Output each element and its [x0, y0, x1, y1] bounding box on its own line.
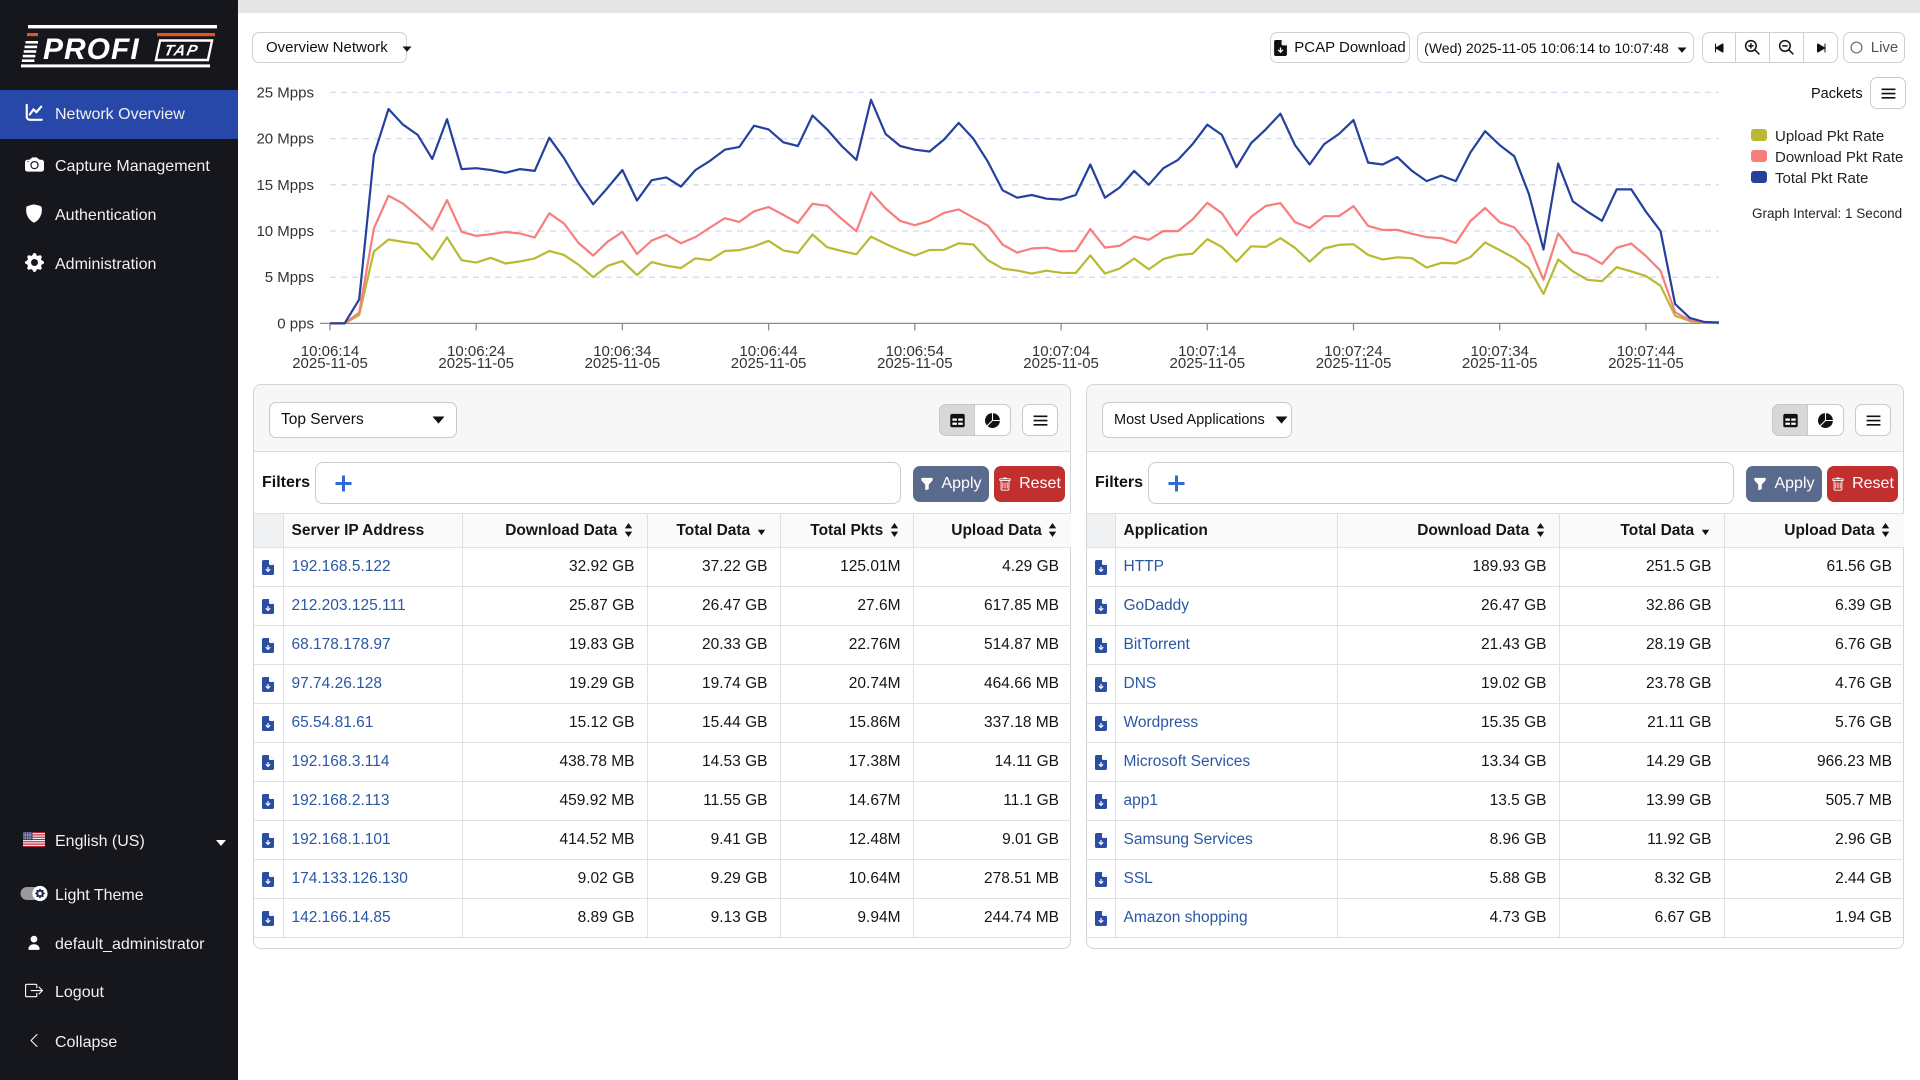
svg-text:10:06:54: 10:06:54	[886, 343, 944, 360]
svg-text:25 Mpps: 25 Mpps	[256, 84, 314, 101]
svg-text:10 Mpps: 10 Mpps	[256, 223, 314, 240]
svg-text:2025-11-05: 2025-11-05	[438, 355, 514, 372]
svg-text:2025-11-05: 2025-11-05	[877, 355, 953, 372]
svg-text:PROFI: PROFI	[43, 33, 140, 66]
svg-text:2025-11-05: 2025-11-05	[585, 355, 661, 372]
svg-text:2025-11-05: 2025-11-05	[1608, 355, 1684, 372]
svg-text:2025-11-05: 2025-11-05	[1462, 355, 1538, 372]
svg-text:10:06:34: 10:06:34	[593, 343, 651, 360]
svg-text:10:07:14: 10:07:14	[1178, 343, 1236, 360]
svg-text:15 Mpps: 15 Mpps	[256, 177, 314, 194]
svg-text:0 pps: 0 pps	[277, 315, 314, 332]
svg-text:2025-11-05: 2025-11-05	[1316, 355, 1392, 372]
svg-text:2025-11-05: 2025-11-05	[1023, 355, 1099, 372]
svg-text:5 Mpps: 5 Mpps	[265, 269, 314, 286]
svg-text:20 Mpps: 20 Mpps	[256, 131, 314, 148]
svg-text:10:07:44: 10:07:44	[1617, 343, 1675, 360]
svg-text:2025-11-05: 2025-11-05	[292, 355, 368, 372]
svg-text:2025-11-05: 2025-11-05	[1169, 355, 1245, 372]
svg-text:10:07:24: 10:07:24	[1324, 343, 1382, 360]
svg-text:10:06:24: 10:06:24	[447, 343, 505, 360]
svg-text:10:06:44: 10:06:44	[739, 343, 797, 360]
svg-text:10:06:14: 10:06:14	[301, 343, 359, 360]
svg-text:10:07:34: 10:07:34	[1471, 343, 1529, 360]
svg-text:TAP: TAP	[163, 43, 201, 60]
svg-text:2025-11-05: 2025-11-05	[731, 355, 807, 372]
svg-text:10:07:04: 10:07:04	[1032, 343, 1090, 360]
